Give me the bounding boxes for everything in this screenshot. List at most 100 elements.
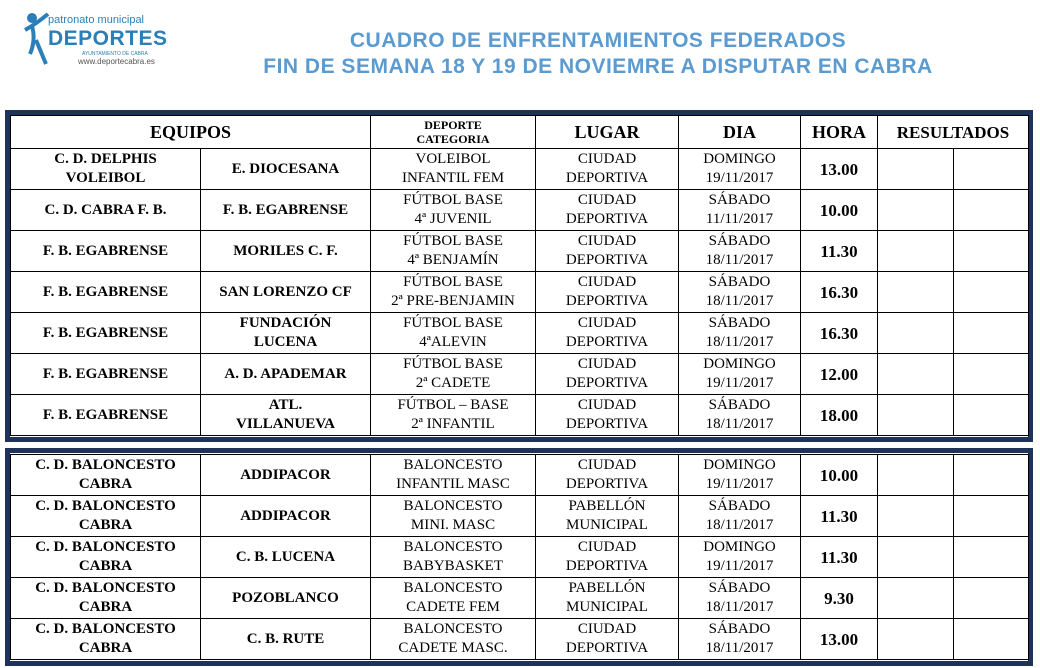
logo-sub: AYUNTAMIENTO DE CABRA	[82, 51, 148, 57]
cell: C. D. BALONCESTO CABRA	[10, 577, 201, 619]
cell: DOMINGO 19/11/2017	[678, 454, 801, 496]
row: C. D. BALONCESTO CABRA ADDIPACOR BALONCEST…	[10, 495, 1029, 537]
cell: SÁBADO 18/11/2017	[678, 495, 801, 537]
column-header: HORA	[800, 115, 878, 149]
logo: patronato municipal DEPORTES AYUNTAMIENT…	[22, 10, 167, 70]
cell: CIUDAD DEPORTIVA	[535, 189, 679, 231]
cell: SÁBADO 18/11/2017	[678, 618, 801, 660]
cell: 10.00	[800, 189, 878, 231]
cell: CIUDAD DEPORTIVA	[535, 148, 679, 190]
cell: 16.30	[800, 271, 878, 313]
cell: PABELLÓN MUNICIPAL	[535, 495, 679, 537]
row: C. D. BALONCESTO CABRA POZOBLANCO BALONCES…	[10, 577, 1029, 619]
column-header: LUGAR	[535, 115, 679, 149]
result-cell	[953, 454, 1029, 496]
cell: C. D. CABRA F. B.	[10, 189, 201, 231]
title: FIN DE SEMANA 18 Y 19 DE NOVIEMRE A DISP…	[263, 55, 933, 78]
column-header: DIA	[678, 115, 801, 149]
cell: 11.30	[800, 495, 878, 537]
result-cell	[953, 189, 1029, 231]
logo-top: patronato municipal	[48, 14, 145, 26]
row: F. B. EGABRENSE MORILES C. F. FÚTBOL BASE …	[10, 230, 1029, 272]
row: F. B. EGABRENSE FUNDACIÓN LUCENA FÚTBOL BA…	[10, 312, 1029, 354]
result-cell	[877, 312, 954, 354]
cell: BALONCESTO CADETE MASC.	[370, 618, 536, 660]
cell: 13.00	[800, 148, 878, 190]
row: F. B. EGABRENSE A. D. APADEMAR FÚTBOL BASE…	[10, 353, 1029, 395]
cell: SÁBADO 18/11/2017	[678, 312, 801, 354]
section: EQUIPOS DEPORTE CATEGORIA LUGAR DIA HORA RESU…	[5, 110, 1033, 442]
cell: SÁBADO 18/11/2017	[678, 577, 801, 619]
result-cell	[877, 394, 954, 436]
cell: CIUDAD DEPORTIVA	[535, 536, 679, 578]
cell: FÚTBOL BASE 4ª BENJAMÍN	[370, 230, 536, 272]
cell: FÚTBOL BASE 4ªALEVIN	[370, 312, 536, 354]
cell: MORILES C. F.	[200, 230, 371, 272]
result-cell	[953, 230, 1029, 272]
logo-url: www.deportecabra.es	[78, 57, 155, 66]
cell: VOLEIBOL INFANTIL FEM	[370, 148, 536, 190]
row: C. D. BALONCESTO CABRA ADDIPACOR BALONCEST…	[10, 454, 1029, 496]
cell: FÚTBOL BASE 2ª CADETE	[370, 353, 536, 395]
cell: DOMINGO 19/11/2017	[678, 353, 801, 395]
cell: BALONCESTO BABYBASKET	[370, 536, 536, 578]
cell: BALONCESTO CADETE FEM	[370, 577, 536, 619]
table: C. D. BALONCESTO CABRA ADDIPACOR BALONCEST…	[10, 454, 1029, 660]
cell: FÚTBOL BASE 2ª PRE-BENJAMIN	[370, 271, 536, 313]
cell: C. D. BALONCESTO CABRA	[10, 495, 201, 537]
cell: F. B. EGABRENSE	[10, 230, 201, 272]
cell: CIUDAD DEPORTIVA	[535, 618, 679, 660]
cell: POZOBLANCO	[200, 577, 371, 619]
result-cell	[953, 312, 1029, 354]
row: C. D. BALONCESTO CABRA C. B. RUTE BALONCES…	[10, 618, 1029, 660]
row: F. B. EGABRENSE ATL. VILLANUEVA FÚTBOL – B…	[10, 394, 1029, 436]
result-cell	[953, 536, 1029, 578]
cell: BALONCESTO INFANTIL MASC	[370, 454, 536, 496]
row: C. D. BALONCESTO CABRA C. B. LUCENA BALONC…	[10, 536, 1029, 578]
cell: FÚTBOL BASE 4ª JUVENIL	[370, 189, 536, 231]
cell: BALONCESTO MINI. MASC	[370, 495, 536, 537]
result-cell	[877, 536, 954, 578]
cell: 9.30	[800, 577, 878, 619]
cell: ADDIPACOR	[200, 454, 371, 496]
cell: F. B. EGABRENSE	[10, 394, 201, 436]
logo-brand: DEPORTES	[48, 27, 168, 50]
result-cell	[877, 577, 954, 619]
cell: SAN LORENZO CF	[200, 271, 371, 313]
cell: C. D. BALONCESTO CABRA	[10, 536, 201, 578]
row: C. D. DELPHIS VOLEIBOL E. DIOCESANA VOLEIB…	[10, 148, 1029, 190]
cell: ADDIPACOR	[200, 495, 371, 537]
cell: 12.00	[800, 353, 878, 395]
cell: CIUDAD DEPORTIVA	[535, 454, 679, 496]
result-cell	[953, 271, 1029, 313]
result-cell	[877, 271, 954, 313]
result-cell	[953, 148, 1029, 190]
result-cell	[953, 577, 1029, 619]
header-row: EQUIPOS DEPORTE CATEGORIA LUGAR DIA HORA RESU…	[10, 115, 1029, 149]
result-cell	[877, 353, 954, 395]
result-cell	[953, 353, 1029, 395]
cell: 13.00	[800, 618, 878, 660]
column-header: EQUIPOS	[10, 115, 371, 149]
column-header: DEPORTE CATEGORIA	[370, 115, 536, 149]
cell: A. D. APADEMAR	[200, 353, 371, 395]
cell: 18.00	[800, 394, 878, 436]
cell: CIUDAD DEPORTIVA	[535, 312, 679, 354]
row: F. B. EGABRENSE SAN LORENZO CF FÚTBOL BASE…	[10, 271, 1029, 313]
result-cell	[953, 394, 1029, 436]
cell: DOMINGO 19/11/2017	[678, 148, 801, 190]
cell: C. D. BALONCESTO CABRA	[10, 454, 201, 496]
section: C. D. BALONCESTO CABRA ADDIPACOR BALONCEST…	[5, 448, 1033, 666]
title: CUADRO DE ENFRENTAMIENTOS FEDERADOS	[349, 29, 847, 52]
result-cell	[877, 454, 954, 496]
cell: F. B. EGABRENSE	[10, 271, 201, 313]
cell: C. B. RUTE	[200, 618, 371, 660]
result-cell	[953, 495, 1029, 537]
cell: SÁBADO 18/11/2017	[678, 394, 801, 436]
result-cell	[877, 148, 954, 190]
cell: F. B. EGABRENSE	[10, 312, 201, 354]
cell: CIUDAD DEPORTIVA	[535, 230, 679, 272]
cell: PABELLÓN MUNICIPAL	[535, 577, 679, 619]
table: EQUIPOS DEPORTE CATEGORIA LUGAR DIA HORA RESU…	[10, 115, 1029, 436]
